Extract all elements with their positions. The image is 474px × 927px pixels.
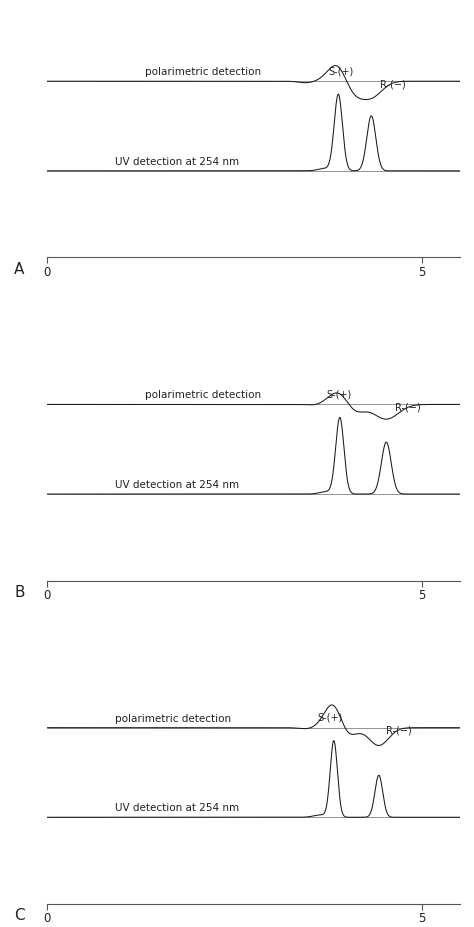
Text: R-(−): R-(−) — [380, 79, 405, 89]
Text: UV detection at 254 nm: UV detection at 254 nm — [115, 803, 239, 813]
Text: S-(+): S-(+) — [317, 713, 343, 722]
Text: UV detection at 254 nm: UV detection at 254 nm — [115, 480, 239, 490]
Text: C: C — [14, 908, 25, 923]
Text: S-(+): S-(+) — [326, 389, 352, 400]
Text: B: B — [14, 585, 25, 601]
Text: A: A — [14, 262, 25, 277]
Text: polarimetric detection: polarimetric detection — [145, 67, 261, 77]
Text: UV detection at 254 nm: UV detection at 254 nm — [115, 157, 239, 167]
Text: R-(−): R-(−) — [394, 402, 420, 413]
Text: polarimetric detection: polarimetric detection — [115, 714, 231, 724]
Text: S-(+): S-(+) — [328, 66, 354, 76]
Text: polarimetric detection: polarimetric detection — [145, 390, 261, 400]
Text: R-(−): R-(−) — [385, 726, 411, 736]
